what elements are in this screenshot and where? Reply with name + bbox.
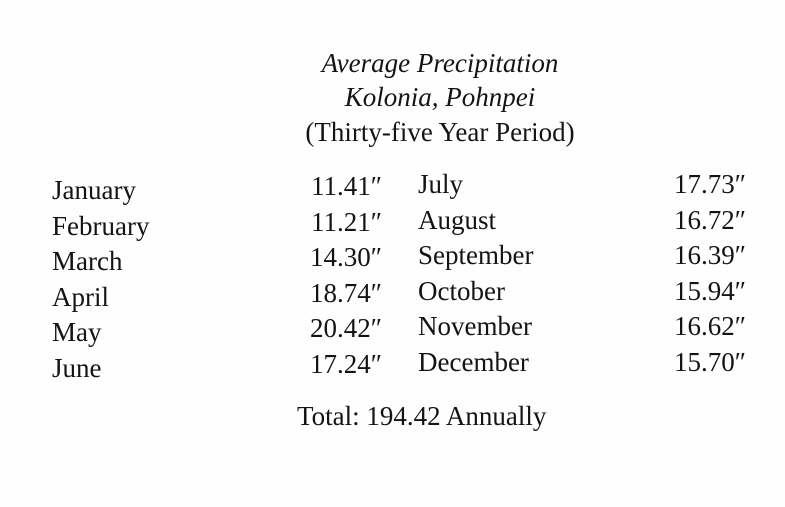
month-value: 17.24″ [310,348,382,379]
title-line-3: (Thirty-five Year Period) [305,117,575,147]
month-names-left: January February March April May June [52,173,149,387]
month-value: 16.62″ [674,311,746,342]
month-name: February [52,210,150,241]
month-name: November [418,311,532,342]
title-line-2: Kolonia, Pohnpei [344,82,536,112]
month-value: 14.30″ [310,242,382,273]
month-value: 18.74″ [310,277,382,308]
annual-total: Total: 194.42 Annually [297,401,547,431]
month-value: 20.42″ [310,313,382,344]
month-value: 11.21″ [311,206,382,237]
month-name: January [52,175,136,205]
month-name: March [52,246,123,277]
month-value: 16.39″ [674,240,746,271]
month-values-left: 11.41″ 11.21″ 14.30″ 18.74″ 20.42″ 17.24… [280,169,382,383]
month-value: 16.72″ [674,204,746,235]
month-name: April [52,281,109,312]
month-values-right: 17.73″ 16.72″ 16.39″ 15.94″ 16.62″ 15.70… [640,167,746,381]
month-value: 17.73″ [674,169,746,199]
month-name: December [418,346,529,377]
month-name: June [52,352,102,383]
month-names-right: July August September October November D… [418,167,533,381]
month-name: July [418,169,464,199]
month-name: October [418,275,505,306]
month-value: 15.94″ [674,275,746,306]
month-value: 11.41″ [311,171,382,201]
title-line-1: Average Precipitation [321,48,559,78]
month-name: May [52,317,102,348]
month-name: September [418,240,534,271]
month-value: 15.70″ [674,346,746,377]
month-name: August [418,204,497,235]
